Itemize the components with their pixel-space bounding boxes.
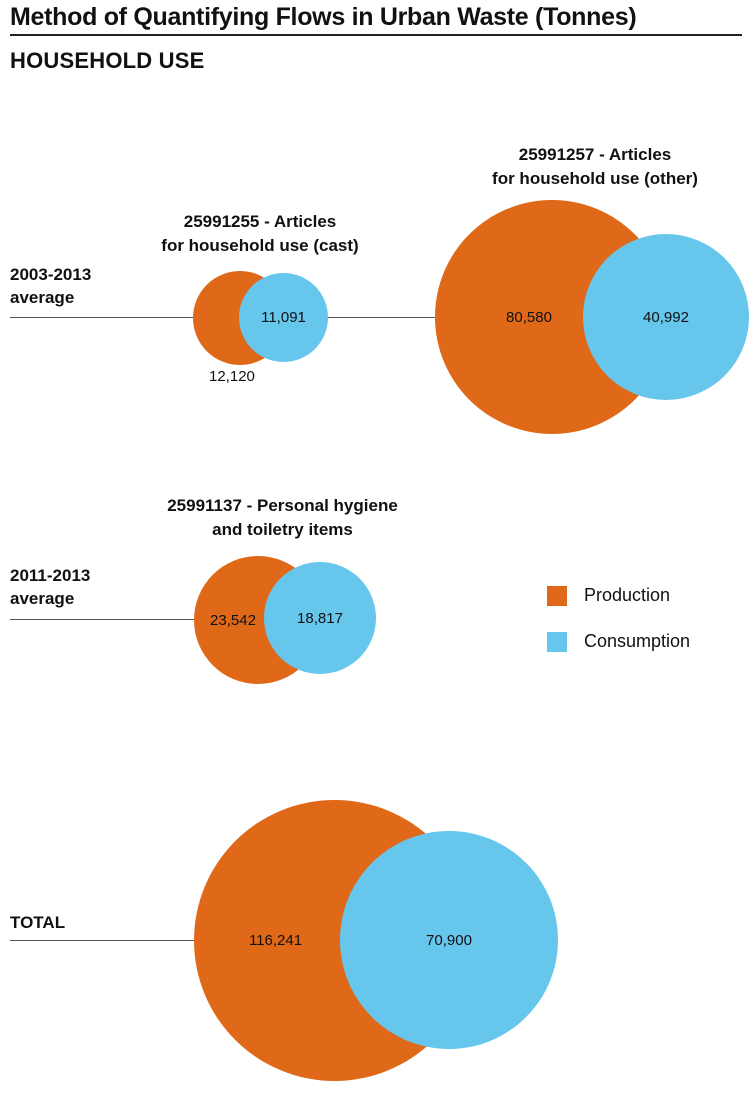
- legend-swatch-production: [547, 585, 567, 606]
- chart-title-hygiene-line1: 25991137 - Personal hygiene: [167, 496, 398, 515]
- value-consumption-other: 40,992: [643, 308, 689, 326]
- period-label-line1: TOTAL: [10, 913, 66, 932]
- period-baseline: [10, 619, 195, 620]
- legend-consumption: Consumption: [547, 631, 690, 652]
- section-heading: HOUSEHOLD USE: [10, 48, 205, 73]
- bubble-consumption-total: 70,900: [340, 831, 558, 1049]
- value-production-total: 116,241: [248, 932, 303, 949]
- value-consumption-hygiene: 18,817: [297, 609, 343, 627]
- bubble-consumption-other: 40,992: [583, 234, 749, 400]
- chart-title-hygiene-line2: and toiletry items: [212, 520, 353, 539]
- value-production-hygiene: 23,542: [210, 611, 256, 629]
- value-production-other: 80,580: [506, 308, 552, 326]
- value-production-cast: 12,120: [209, 368, 255, 385]
- value-consumption-total: 70,900: [426, 931, 472, 949]
- chart-title-cast: 25991255 - Articles for household use (c…: [150, 210, 370, 258]
- value-consumption-cast: 11,091: [261, 309, 306, 326]
- period-label-2011-2013: 2011-2013 average: [10, 564, 90, 610]
- page-title: Method of Quantifying Flows in Urban Was…: [10, 3, 637, 31]
- period-label-line1: 2003-2013: [10, 265, 92, 284]
- legend-production: Production: [547, 585, 670, 606]
- chart-title-hygiene: 25991137 - Personal hygiene and toiletry…: [150, 494, 415, 542]
- bubble-consumption-hygiene: 18,817: [264, 562, 376, 674]
- legend-swatch-consumption: [547, 631, 567, 652]
- period-label-line2: average: [10, 288, 75, 307]
- chart-title-other: 25991257 - Articles for household use (o…: [460, 143, 730, 191]
- chart-title-cast-line2: for household use (cast): [161, 236, 359, 255]
- period-label-total: TOTAL: [10, 911, 65, 934]
- chart-title-other-line2: for household use (other): [492, 169, 698, 188]
- period-baseline: [10, 940, 195, 941]
- chart-title-other-line1: 25991257 - Articles: [518, 145, 672, 164]
- legend-label-production: Production: [584, 585, 671, 605]
- period-label-line1: 2011-2013: [10, 566, 91, 585]
- chart-title-cast-line1: 25991255 - Articles: [183, 212, 337, 231]
- legend-label-consumption: Consumption: [584, 631, 691, 651]
- title-divider: [10, 34, 742, 36]
- period-label-2003-2013: 2003-2013 average: [10, 263, 91, 309]
- bubble-consumption-cast: 11,091: [239, 273, 328, 362]
- period-label-line2: average: [10, 589, 75, 608]
